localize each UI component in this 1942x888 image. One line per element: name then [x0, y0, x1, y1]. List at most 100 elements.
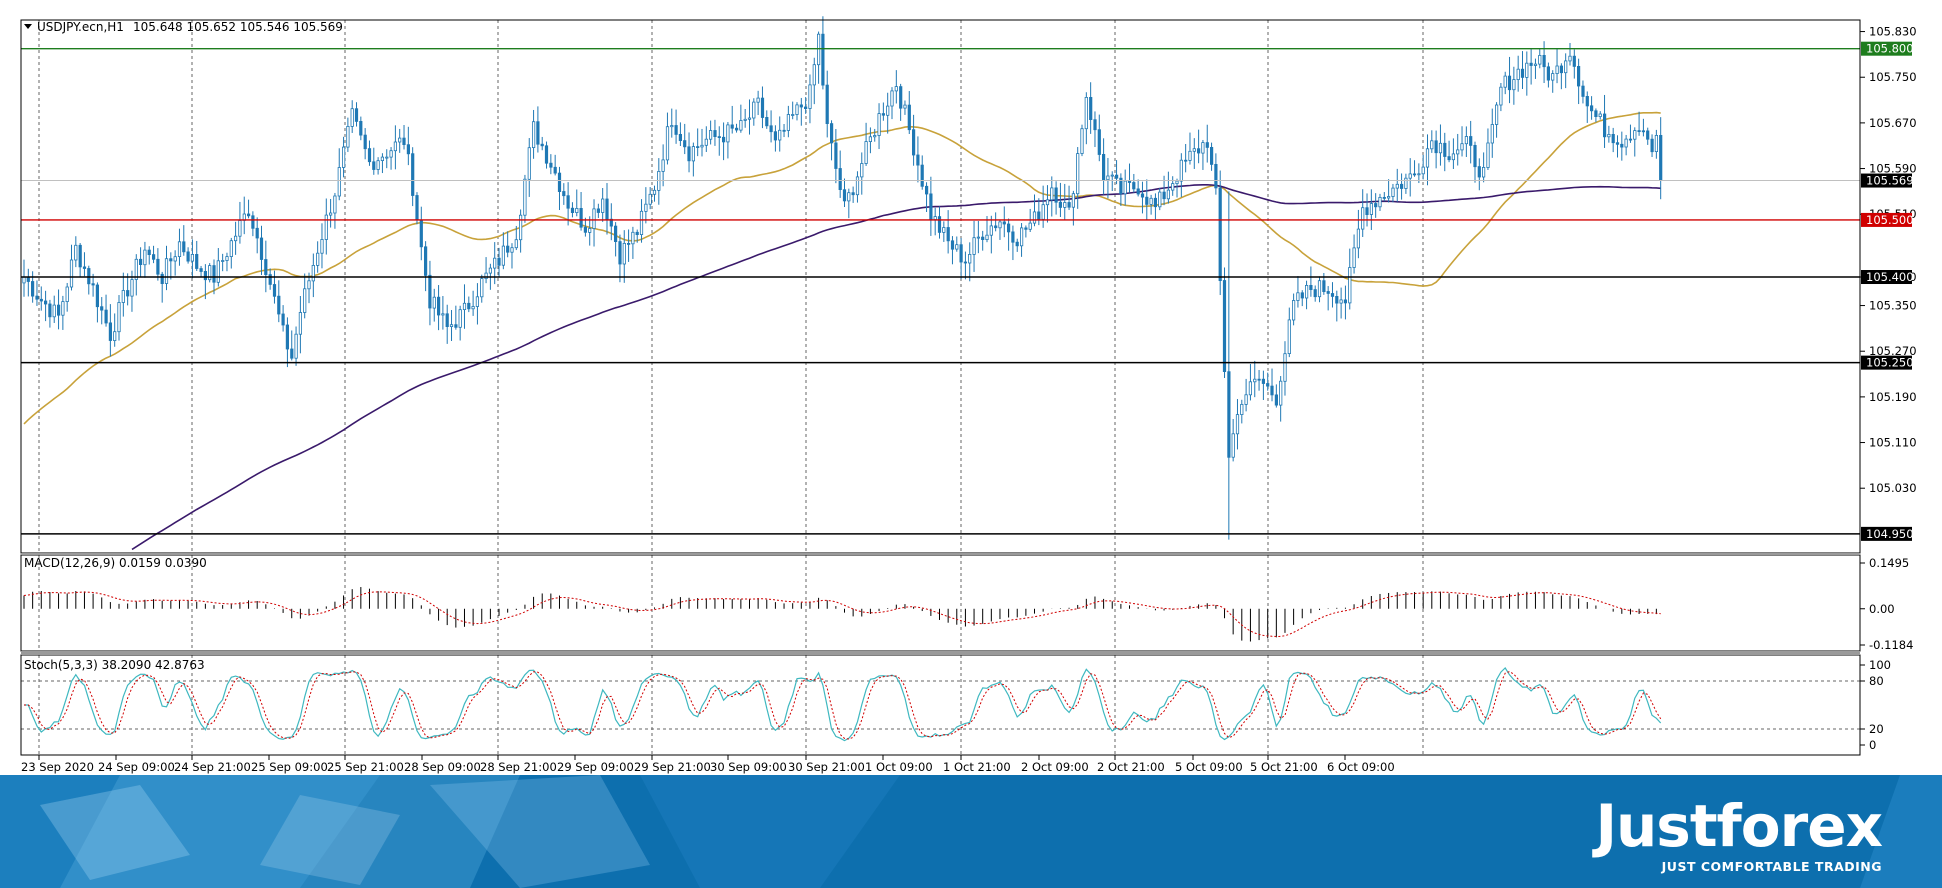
- candle-body-down: [1659, 134, 1663, 181]
- candle-body-down: [1529, 62, 1533, 66]
- candle: [1650, 134, 1654, 157]
- candle-body-up: [1279, 380, 1283, 406]
- candle-body-down: [834, 142, 838, 169]
- candle: [791, 101, 795, 120]
- candle: [419, 206, 423, 261]
- candle-body-down: [1330, 293, 1335, 297]
- candle: [182, 225, 186, 256]
- candle-body-down: [1365, 207, 1369, 215]
- candle: [1158, 188, 1162, 211]
- candle-body-up: [1499, 86, 1503, 106]
- candle: [1218, 170, 1222, 296]
- candle-body-up: [117, 302, 121, 333]
- candle-body-down: [411, 153, 415, 196]
- candles: [22, 16, 1663, 540]
- candle-body-up: [855, 176, 860, 196]
- candle-body-down: [199, 268, 203, 272]
- candle: [1127, 163, 1132, 193]
- candle: [1283, 341, 1287, 396]
- candle: [1382, 192, 1386, 202]
- candle: [635, 229, 639, 243]
- candle-body-up: [1253, 378, 1257, 383]
- candle-body-down: [1473, 144, 1477, 168]
- candle-body-up: [1283, 353, 1287, 382]
- candle: [411, 147, 415, 207]
- stoch-panel: 100 80 20 0: [21, 658, 1891, 752]
- candle: [519, 209, 523, 253]
- candle-body-down: [1011, 231, 1015, 243]
- candle: [1032, 194, 1037, 227]
- candle-body-down: [251, 215, 255, 229]
- candle-body-down: [627, 242, 631, 245]
- candle: [1464, 126, 1468, 157]
- candle-body-down: [920, 164, 924, 187]
- candle-body-down: [203, 270, 207, 281]
- candle-body-down: [1140, 193, 1145, 198]
- candle: [1659, 117, 1663, 200]
- candle: [1469, 120, 1473, 164]
- candle: [1581, 80, 1585, 104]
- candle: [1145, 179, 1149, 221]
- price-chart[interactable]: 105.830105.750105.670105.590105.510105.4…: [0, 0, 1942, 775]
- candle: [436, 285, 441, 331]
- candle: [557, 166, 562, 210]
- candle-body-up: [942, 227, 946, 233]
- candle: [1421, 154, 1425, 180]
- candle: [627, 229, 631, 262]
- candle-body-up: [808, 84, 812, 109]
- candle: [1555, 48, 1559, 84]
- candle-body-down: [769, 125, 773, 133]
- candle: [186, 247, 190, 264]
- candle-body-up: [1352, 247, 1356, 268]
- candle-body-up: [989, 225, 993, 236]
- candle-body-up: [341, 146, 346, 168]
- candle: [1564, 53, 1568, 89]
- candle-body-up: [376, 160, 380, 170]
- candle: [1007, 218, 1011, 251]
- candle-body-up: [704, 138, 708, 146]
- ma-fast-path: [23, 111, 1661, 425]
- candle: [1292, 293, 1296, 326]
- candle: [497, 247, 501, 277]
- candle-body-down: [1089, 97, 1093, 121]
- candle: [1045, 185, 1050, 223]
- candle: [471, 290, 475, 316]
- candle: [143, 241, 147, 278]
- candle-body-up: [1032, 211, 1037, 224]
- chart-area[interactable]: 105.830105.750105.670105.590105.510105.4…: [0, 0, 1942, 775]
- candle-body-down: [1102, 153, 1106, 180]
- candle: [501, 232, 506, 270]
- candle-body-down: [825, 84, 829, 124]
- candle-body-down: [1127, 180, 1132, 183]
- candle: [1400, 173, 1404, 200]
- candle: [216, 248, 220, 287]
- candle-body-down: [39, 298, 43, 302]
- candle-body-down: [1024, 227, 1028, 230]
- candle: [151, 245, 156, 264]
- candle: [1153, 193, 1157, 220]
- candle: [1490, 108, 1494, 158]
- candle: [907, 91, 911, 135]
- candle-body-down: [147, 249, 151, 256]
- candle: [74, 236, 78, 268]
- candle-body-down: [156, 258, 160, 275]
- candle: [126, 273, 130, 306]
- candle: [259, 225, 264, 275]
- candle-body-up: [298, 312, 303, 335]
- candle: [346, 117, 350, 152]
- candle: [1443, 132, 1447, 172]
- candle: [1222, 267, 1227, 379]
- candle: [147, 246, 151, 265]
- candle: [760, 86, 765, 129]
- candle: [730, 105, 734, 134]
- candle-body-down: [26, 276, 30, 282]
- candle-body-up: [1456, 149, 1460, 155]
- candle-body-up: [985, 234, 989, 240]
- dropdown-triangle-icon[interactable]: [24, 24, 32, 29]
- candle-body-down: [562, 191, 566, 197]
- time-tick-label: 29 Sep 09:00: [557, 760, 634, 774]
- candle-body-down: [363, 134, 367, 150]
- candle: [493, 242, 497, 285]
- candle-body-down: [1136, 188, 1140, 195]
- candle-body-up: [1248, 381, 1252, 396]
